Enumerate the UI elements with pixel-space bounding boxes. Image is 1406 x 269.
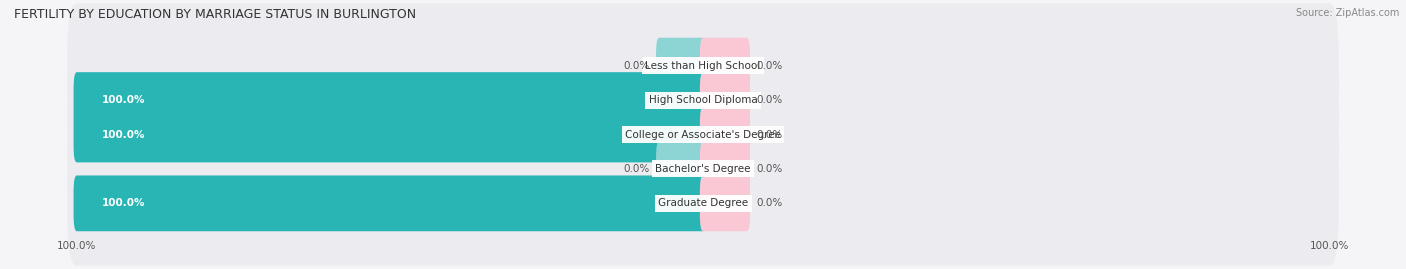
FancyBboxPatch shape <box>700 72 749 128</box>
Text: 0.0%: 0.0% <box>756 198 783 208</box>
FancyBboxPatch shape <box>700 175 749 231</box>
Text: 0.0%: 0.0% <box>756 164 783 174</box>
Text: High School Diploma: High School Diploma <box>648 95 758 105</box>
FancyBboxPatch shape <box>73 72 706 128</box>
Text: 100.0%: 100.0% <box>101 129 145 140</box>
FancyBboxPatch shape <box>67 141 1339 266</box>
FancyBboxPatch shape <box>67 3 1339 128</box>
FancyBboxPatch shape <box>73 107 706 162</box>
Text: Less than High School: Less than High School <box>645 61 761 71</box>
Text: 0.0%: 0.0% <box>756 129 783 140</box>
FancyBboxPatch shape <box>67 38 1339 162</box>
Text: Source: ZipAtlas.com: Source: ZipAtlas.com <box>1295 8 1399 18</box>
Text: 0.0%: 0.0% <box>756 95 783 105</box>
FancyBboxPatch shape <box>700 107 749 162</box>
FancyBboxPatch shape <box>67 72 1339 197</box>
FancyBboxPatch shape <box>700 38 749 94</box>
FancyBboxPatch shape <box>73 175 706 231</box>
Text: 0.0%: 0.0% <box>623 61 650 71</box>
Text: 0.0%: 0.0% <box>623 164 650 174</box>
Text: 100.0%: 100.0% <box>58 241 97 251</box>
Text: College or Associate's Degree: College or Associate's Degree <box>626 129 780 140</box>
Text: 0.0%: 0.0% <box>756 61 783 71</box>
Text: Graduate Degree: Graduate Degree <box>658 198 748 208</box>
FancyBboxPatch shape <box>657 38 706 94</box>
Text: 100.0%: 100.0% <box>101 95 145 105</box>
Text: FERTILITY BY EDUCATION BY MARRIAGE STATUS IN BURLINGTON: FERTILITY BY EDUCATION BY MARRIAGE STATU… <box>14 8 416 21</box>
FancyBboxPatch shape <box>67 107 1339 231</box>
FancyBboxPatch shape <box>657 141 706 197</box>
FancyBboxPatch shape <box>700 141 749 197</box>
Text: Bachelor's Degree: Bachelor's Degree <box>655 164 751 174</box>
Text: 100.0%: 100.0% <box>101 198 145 208</box>
Text: 100.0%: 100.0% <box>1309 241 1348 251</box>
